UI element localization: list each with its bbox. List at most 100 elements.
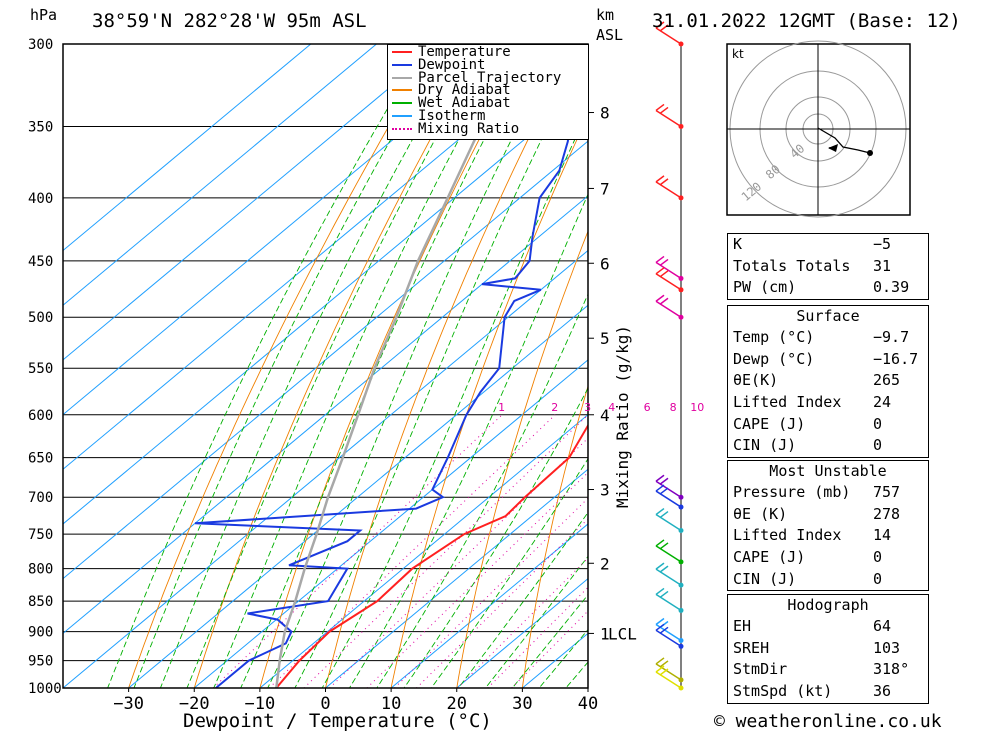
pressure-tick-label: 450: [28, 254, 53, 270]
wind-level-dot: [678, 494, 684, 500]
wind-level-dot: [678, 582, 684, 588]
dry-adiabat-line: [259, 44, 531, 688]
pressure-tick-label: 600: [28, 408, 53, 424]
wet-adiabat-line: [267, 44, 562, 688]
legend-label: Parcel Trajectory: [418, 69, 562, 86]
wind-barb-flag: [655, 175, 665, 183]
wet-adiabat-line: [348, 193, 588, 688]
mixing-ratio-line: [394, 497, 588, 688]
height-tick-label: 8: [600, 104, 610, 123]
wind-barb-flag: [655, 562, 665, 570]
legend-label: Isotherm: [418, 108, 486, 124]
x-tick-label: −10: [245, 694, 276, 714]
legend-item: Temperature: [392, 45, 511, 59]
pressure-tick-label: 700: [28, 490, 53, 506]
copyright: © weatheronline.co.uk: [714, 711, 942, 732]
pressure-tick-label: 900: [28, 625, 53, 641]
pressure-tick-label: 950: [28, 654, 53, 670]
wind-barb-flag: [655, 665, 665, 673]
wind-barb-flag: [659, 258, 669, 267]
wind-barb-flag: [655, 103, 665, 112]
most-unstable-title: Most Unstable: [769, 462, 887, 480]
dry-adiabat-line: [390, 114, 588, 688]
hodograph: kt 40 80 120: [726, 40, 911, 218]
wind-barb-flag: [659, 542, 669, 550]
height-tick-label: 5: [600, 329, 610, 348]
isotherm-line: [63, 44, 312, 252]
dry-adiabat-line: [456, 230, 588, 688]
wind-barb-flag: [655, 294, 665, 302]
isotherm-line: [324, 468, 588, 688]
height-tick-label: 3: [600, 481, 610, 500]
wind-barb-flag: [659, 668, 669, 676]
mixing-ratio-label: 4: [608, 401, 615, 414]
wind-level-dot: [678, 528, 684, 534]
legend-label: Dry Adiabat: [418, 82, 511, 99]
wind-barb-flag: [659, 477, 669, 485]
wet-adiabat-line: [484, 555, 588, 688]
x-tick-label: −20: [179, 694, 210, 714]
legend-label: Dewpoint: [418, 56, 486, 73]
dry-adiabat-line: [973, 0, 1000, 714]
dry-adiabat-line: [325, 44, 577, 688]
x-tick-label: 10: [381, 694, 401, 714]
wind-barb-flag: [655, 657, 665, 665]
wind-barb-flag: [659, 24, 669, 32]
wind-barb-flag: [655, 255, 665, 264]
lcl-label: LCL: [608, 624, 637, 643]
wind-barbs: [655, 21, 684, 691]
isotherm-line: [193, 359, 588, 688]
hodograph-unit: kt: [732, 47, 744, 61]
temperature-line: [275, 423, 588, 688]
legend-swatch: [392, 89, 412, 92]
wind-barb-flag: [659, 487, 669, 495]
height-tick-label: 1: [600, 624, 610, 643]
wind-barb-flag: [659, 297, 669, 305]
wind-level-dot: [678, 123, 684, 129]
pressure-tick-label: 500: [28, 310, 53, 326]
wind-barb-flag: [655, 21, 665, 29]
wet-adiabat-line: [457, 511, 588, 688]
legend-swatch: [392, 76, 412, 79]
legend-item: Dry Adiabat: [392, 82, 511, 99]
datetime: 31.01.2022 12GMT (Base: 12): [652, 10, 961, 32]
x-tick-label: 0: [320, 694, 330, 714]
mixing-ratio-line: [366, 471, 588, 688]
wind-level-dot: [678, 275, 684, 281]
isotherm-line: [63, 249, 588, 688]
hodograph-table: Hodograph EH 64 SREH 103 StmDir 318° StmSpd…: [727, 594, 929, 704]
wet-adiabat-line: [159, 44, 467, 688]
wet-adiabat-line: [186, 44, 489, 688]
mixing-ratio-label: 3: [584, 401, 591, 414]
wind-level-dot: [678, 607, 684, 613]
wet-adiabat-line: [240, 44, 536, 688]
x-tick-label: −30: [113, 694, 144, 714]
wind-level-dot: [678, 637, 684, 643]
wet-adiabat-line: [213, 44, 512, 688]
mixing-ratio-label: 8: [670, 401, 677, 414]
isotherm-line: [390, 523, 588, 688]
wind-barb-flag: [655, 507, 665, 516]
mixing-ratio-label: 1: [498, 401, 505, 414]
wind-barb-flag: [659, 510, 669, 519]
wind-barb-flag: [655, 617, 665, 626]
wind-barb-flag: [655, 587, 665, 596]
x-tick-label: 30: [512, 694, 532, 714]
height-unit: km: [596, 6, 615, 24]
wind-barb-flag: [659, 660, 669, 668]
mixing-ratio-line: [457, 557, 588, 688]
wind-level-dot: [678, 677, 684, 683]
isotherm-line: [63, 44, 378, 306]
wet-adiabat-line: [107, 44, 427, 688]
wind-barb-flag: [659, 106, 669, 115]
isotherm-line: [455, 577, 588, 688]
dry-adiabat-line: [128, 44, 438, 688]
wind-barb-flag: [655, 623, 665, 631]
legend-item: Mixing Ratio: [392, 122, 519, 136]
pressure-tick-label: 650: [28, 451, 53, 467]
height-tick-label: 4: [600, 406, 610, 425]
index-k: K −5: [733, 235, 892, 253]
height-tick-label: 7: [600, 179, 610, 198]
wind-barb-flag: [659, 178, 669, 186]
